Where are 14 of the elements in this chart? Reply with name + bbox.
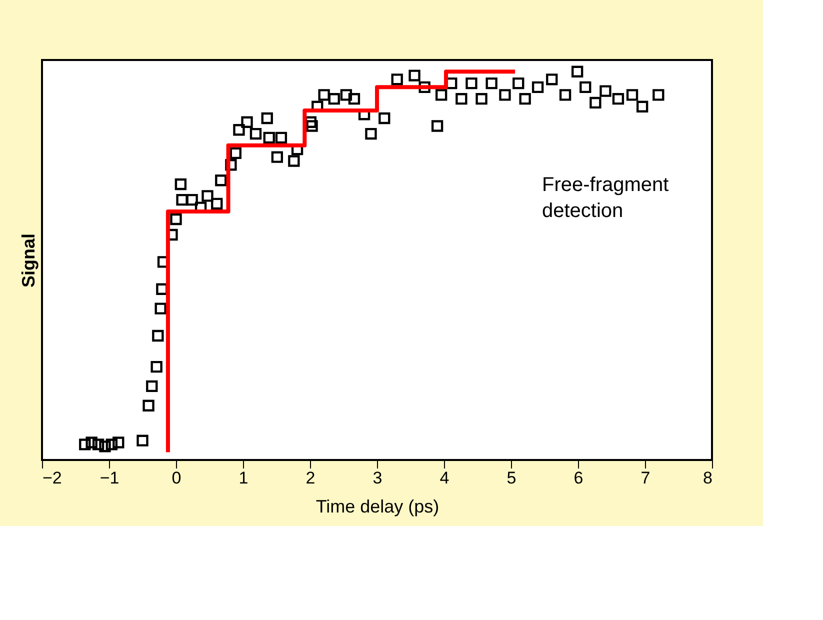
annotation: Free-fragment detection [542,174,670,222]
y-axis-title: Signal [18,233,38,288]
x-axis-title: Time delay (ps) [316,496,440,516]
x-tick-label: 8 [703,468,712,488]
x-tick-label: 5 [506,468,516,488]
x-tick-label: −2 [42,468,62,488]
x-tick-label: 3 [372,468,382,488]
x-tick-label: 4 [440,468,450,488]
x-tick-label: 0 [172,468,182,488]
x-tick-label: 1 [238,468,248,488]
x-tick-label: 6 [574,468,584,488]
x-tick-label: −1 [100,468,120,488]
x-tick-label: 2 [306,468,316,488]
x-tick-label: 7 [640,468,650,488]
